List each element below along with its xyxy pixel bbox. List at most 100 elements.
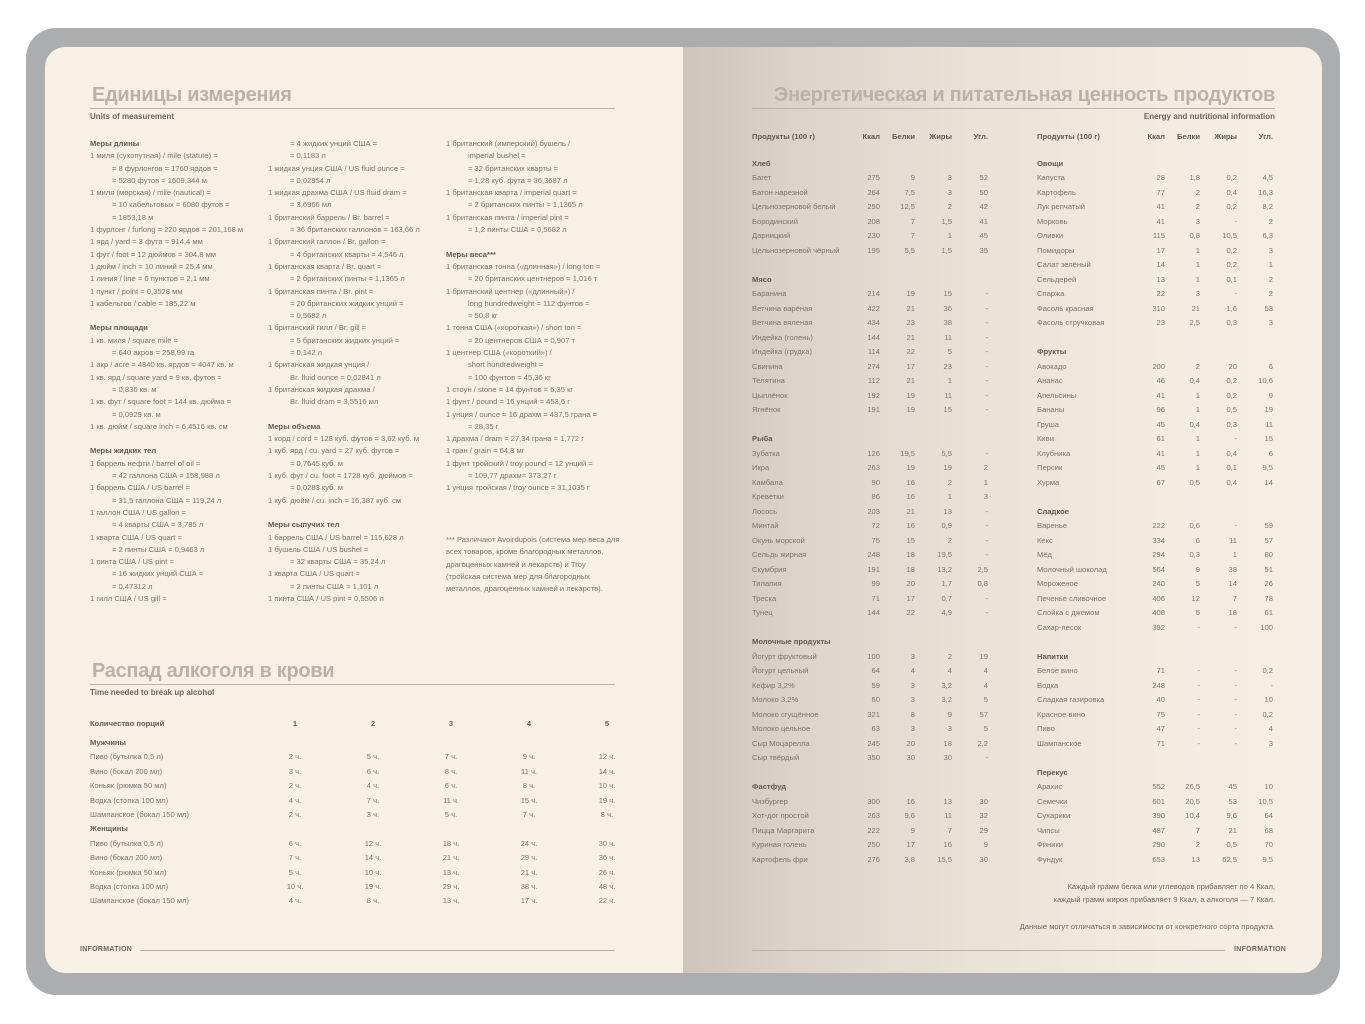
product-name: Семечки bbox=[1037, 796, 1068, 806]
header-cell: Продукты (100 г) bbox=[752, 132, 815, 141]
value-cell: 0,2 bbox=[1226, 173, 1237, 182]
conversion-line: 1 британский баррель / Br. barrel = bbox=[268, 212, 390, 222]
value-cell: 5 bbox=[983, 695, 988, 704]
table-row: Сыр твёрдый 350 30 30 - bbox=[752, 751, 992, 766]
hours-cell: 12 ч. bbox=[598, 752, 616, 762]
spacer bbox=[752, 145, 992, 157]
conversion-line: 1 бушель США / US bushel = bbox=[268, 544, 369, 554]
table-row: Водка (стопка 100 мл) 10 ч. 19 ч. 29 ч. 38 ч… bbox=[90, 880, 630, 894]
value-cell: - bbox=[985, 608, 988, 617]
table-row: Груша 45 0,4 0,3 11 bbox=[1037, 418, 1277, 433]
value-cell: 5 bbox=[947, 347, 952, 356]
alcohol-title: Распад алкоголя в крови bbox=[92, 660, 335, 682]
conversion-line: = 1853,18 м bbox=[112, 212, 154, 222]
category-row: Мясо bbox=[752, 273, 992, 288]
hours-cell: 18 ч. bbox=[442, 838, 460, 848]
product-name: Сельдерей bbox=[1037, 274, 1077, 284]
value-cell: 3 bbox=[1195, 216, 1200, 226]
header-cell: 4 bbox=[526, 719, 532, 728]
hours-cell: 7 ч. bbox=[366, 795, 380, 805]
value-cell: 6,3 bbox=[1262, 231, 1273, 240]
table-row: Слойка с джемом 408 5 18 61 bbox=[1037, 606, 1277, 621]
spacer bbox=[1037, 635, 1277, 650]
hours-cell: 6 ч. bbox=[366, 766, 380, 776]
table-row: Шампанское 71 - - 3 bbox=[1037, 737, 1277, 752]
value-cell: 2,5 bbox=[1189, 318, 1200, 327]
product-name: Сухарики bbox=[1037, 811, 1071, 820]
header-cell: 5 bbox=[604, 719, 610, 728]
product-name: Минтай bbox=[752, 521, 779, 530]
value-cell: 12,5 bbox=[900, 202, 915, 211]
value-cell: 1,6 bbox=[1226, 303, 1237, 313]
value-cell: 10,6 bbox=[1258, 376, 1273, 385]
category-label: Фастфуд bbox=[752, 782, 787, 791]
value-cell: 61 bbox=[1264, 608, 1273, 617]
product-name: Цельнозерновой белый bbox=[752, 202, 836, 211]
conversion-line: = 2 пинты США = 0,9463 л bbox=[112, 544, 205, 554]
value-cell: 22 bbox=[906, 347, 915, 356]
table-row: Ананас 46 0,4 0,2 10,6 bbox=[1037, 374, 1277, 389]
value-cell: 75 bbox=[1156, 709, 1165, 719]
product-name: Клубника bbox=[1037, 448, 1071, 458]
value-cell: 47 bbox=[1156, 724, 1165, 733]
hours-cell: 13 ч. bbox=[442, 867, 460, 877]
conversion-line: 1 кв. ярд / square yard = 9 кв. футов = bbox=[90, 372, 222, 382]
value-cell: 321 bbox=[867, 709, 880, 719]
value-cell: - bbox=[1197, 724, 1200, 733]
drink-name: Коньяк (рюмка 50 мл) bbox=[90, 867, 167, 877]
value-cell: 30 bbox=[979, 796, 988, 806]
table-row: Хурма 67 0,5 0,4 14 bbox=[1037, 476, 1277, 491]
value-cell: 61 bbox=[1156, 434, 1165, 443]
value-cell: 1 bbox=[1268, 260, 1273, 269]
table-row: Батон нарезной 264 7,5 3 50 bbox=[752, 186, 992, 201]
value-cell: 100 bbox=[1260, 622, 1273, 632]
product-name: Груша bbox=[1037, 419, 1059, 429]
value-cell: 0,9 bbox=[941, 521, 952, 530]
table-row: Свинина 274 17 23 - bbox=[752, 360, 992, 375]
value-cell: 4 bbox=[1268, 724, 1273, 733]
conversion-line: 1 корд / cord = 128 куб. футов = 3,62 ку… bbox=[268, 434, 420, 444]
value-cell: 20 bbox=[906, 738, 915, 748]
table-row: Сыр Моцарелла 245 20 18 2,2 bbox=[752, 737, 992, 752]
product-name: Морковь bbox=[1037, 216, 1068, 226]
value-cell: 71 bbox=[1156, 738, 1165, 748]
group-label: Мужчины bbox=[90, 738, 126, 747]
conversion-line: 1 британская пинта / imperial pint = bbox=[446, 212, 569, 222]
value-cell: 17 bbox=[906, 840, 915, 849]
category-label: Рыба bbox=[752, 434, 773, 443]
value-cell: 230 bbox=[867, 231, 880, 240]
value-cell: 78 bbox=[1264, 593, 1273, 603]
spacer bbox=[90, 433, 268, 445]
conversion-line: 1 пункт / point = 0,3528 мм bbox=[90, 286, 183, 296]
hours-cell: 14 ч. bbox=[598, 766, 616, 776]
value-cell: 0,4 bbox=[1226, 448, 1237, 458]
conversion-line: 1 британская кварта / Br. quart = bbox=[268, 261, 382, 271]
value-cell: 422 bbox=[867, 303, 880, 313]
note-line: Данные могут отличаться в зависимости от… bbox=[1019, 922, 1275, 931]
conversion-line: 1 баррель США / US barrel = 115,628 л bbox=[268, 532, 404, 542]
table-row: Шампанское (бокал 150 мл) 4 ч. 8 ч. 13 ч. 17… bbox=[90, 894, 630, 908]
value-cell: 1 bbox=[1195, 434, 1200, 443]
value-cell: 1,8 bbox=[1189, 173, 1200, 182]
value-cell: 16 bbox=[943, 840, 952, 849]
value-cell: 71 bbox=[1156, 666, 1165, 675]
alcohol-title-rule bbox=[90, 684, 615, 685]
value-cell: 15 bbox=[943, 289, 952, 298]
conversion-line: long hundredweight = 112 фунтов = bbox=[468, 298, 590, 308]
value-cell: 21 bbox=[906, 332, 915, 342]
value-cell: 18 bbox=[906, 550, 915, 559]
value-cell: 77 bbox=[1156, 187, 1165, 197]
value-cell: 64 bbox=[1264, 811, 1273, 820]
section-heading: Меры длины bbox=[90, 139, 140, 148]
value-cell: 2 bbox=[1195, 187, 1200, 197]
product-name: Тилапия bbox=[752, 579, 782, 588]
conversion-line: 1 гран / grain = 64,8 мг bbox=[446, 446, 525, 456]
product-name: Индейка (грудка) bbox=[752, 347, 813, 356]
value-cell: 0,3 bbox=[1189, 550, 1200, 559]
conversion-line: 1 унция / ounce = 16 драхм = 437,5 грана… bbox=[446, 409, 598, 419]
table-row: Морковь 41 3 - 2 bbox=[1037, 215, 1277, 230]
value-cell: 100 bbox=[867, 651, 880, 661]
product-name: Персик bbox=[1037, 463, 1063, 472]
table-row: Треска 71 17 0,7 - bbox=[752, 592, 992, 607]
value-cell: - bbox=[1197, 695, 1200, 704]
